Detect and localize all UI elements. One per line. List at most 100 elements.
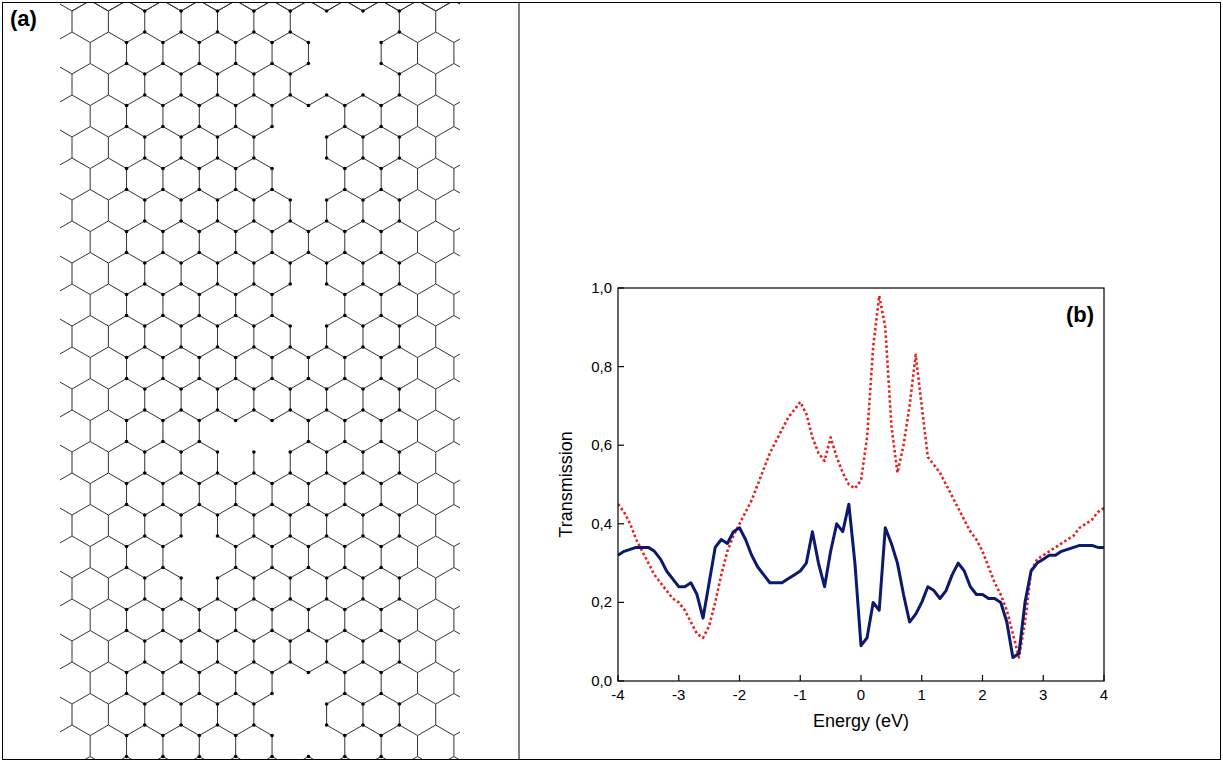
- bond: [363, 379, 381, 390]
- atom: [270, 671, 274, 675]
- atom: [143, 723, 147, 727]
- bond: [399, 578, 400, 599]
- atom: [143, 93, 147, 97]
- atom: [307, 104, 311, 108]
- atom: [143, 30, 147, 34]
- atom: [125, 62, 129, 66]
- bond: [235, 484, 236, 505]
- bond: [145, 473, 163, 484]
- bond: [181, 190, 199, 201]
- bond: [454, 473, 460, 484]
- bond: [60, 127, 72, 138]
- atom: [216, 30, 220, 34]
- atom: [307, 419, 311, 423]
- bond: [163, 662, 181, 673]
- bond: [417, 547, 418, 568]
- atom: [325, 723, 329, 727]
- bond: [381, 568, 399, 579]
- bond: [163, 505, 181, 516]
- atom: [216, 324, 220, 328]
- atom: [125, 41, 129, 45]
- bond: [436, 347, 454, 358]
- bond: [199, 610, 200, 631]
- bond: [308, 631, 326, 642]
- bond: [363, 190, 381, 201]
- bond: [217, 326, 218, 347]
- atom: [361, 513, 365, 517]
- bond: [127, 253, 145, 264]
- x-tick: [1043, 675, 1044, 681]
- atom: [234, 251, 238, 255]
- atom: [143, 702, 147, 706]
- bond: [127, 505, 145, 516]
- atom: [343, 545, 347, 549]
- atom: [361, 156, 365, 160]
- series-line: [618, 504, 1104, 657]
- atom: [325, 198, 329, 202]
- atom: [270, 41, 274, 45]
- bond: [90, 253, 108, 264]
- atom: [270, 62, 274, 66]
- atom: [343, 104, 347, 108]
- atom: [325, 597, 329, 601]
- bond: [345, 410, 363, 421]
- bond: [127, 599, 145, 610]
- bond: [327, 568, 345, 579]
- atom: [270, 125, 274, 129]
- bond: [236, 694, 254, 705]
- bond: [399, 200, 400, 221]
- y-tick: [618, 523, 624, 524]
- bond: [108, 284, 126, 295]
- bond: [199, 421, 200, 442]
- bond: [454, 253, 460, 264]
- bond: [236, 190, 254, 201]
- bond: [381, 221, 399, 232]
- bond: [144, 641, 145, 662]
- bond: [217, 316, 235, 327]
- atom: [379, 608, 383, 612]
- bond: [144, 515, 145, 536]
- atom: [379, 62, 383, 66]
- bond: [272, 673, 273, 694]
- bond: [236, 473, 254, 484]
- bond: [145, 410, 163, 421]
- bond: [381, 347, 399, 358]
- bond: [326, 704, 327, 725]
- atom: [179, 282, 183, 286]
- atom: [198, 314, 202, 318]
- bond: [72, 473, 90, 484]
- atom: [379, 482, 383, 486]
- bond: [162, 295, 163, 316]
- bond: [236, 568, 254, 579]
- bond: [236, 662, 254, 673]
- bond: [436, 95, 454, 106]
- bond: [418, 316, 436, 327]
- atom: [198, 377, 202, 381]
- bond: [345, 662, 363, 673]
- bond: [308, 3, 326, 11]
- atom: [125, 440, 129, 444]
- bond: [162, 169, 163, 190]
- bond: [345, 757, 363, 760]
- bond: [453, 358, 454, 379]
- bond: [60, 505, 72, 516]
- atom: [361, 576, 365, 580]
- bond: [217, 127, 235, 138]
- atom: [252, 198, 256, 202]
- bond: [217, 3, 235, 11]
- bond: [344, 736, 345, 757]
- atom: [288, 30, 292, 34]
- bond: [144, 11, 145, 32]
- bond: [72, 515, 73, 536]
- atom: [216, 282, 220, 286]
- panel-label: (a): [10, 6, 37, 31]
- bond: [90, 736, 91, 757]
- bond: [418, 599, 436, 610]
- bond: [326, 200, 327, 221]
- bond: [163, 442, 181, 453]
- atom: [161, 251, 165, 255]
- bond: [181, 725, 199, 736]
- atom: [252, 345, 256, 349]
- bond: [163, 3, 181, 11]
- bond: [435, 641, 436, 662]
